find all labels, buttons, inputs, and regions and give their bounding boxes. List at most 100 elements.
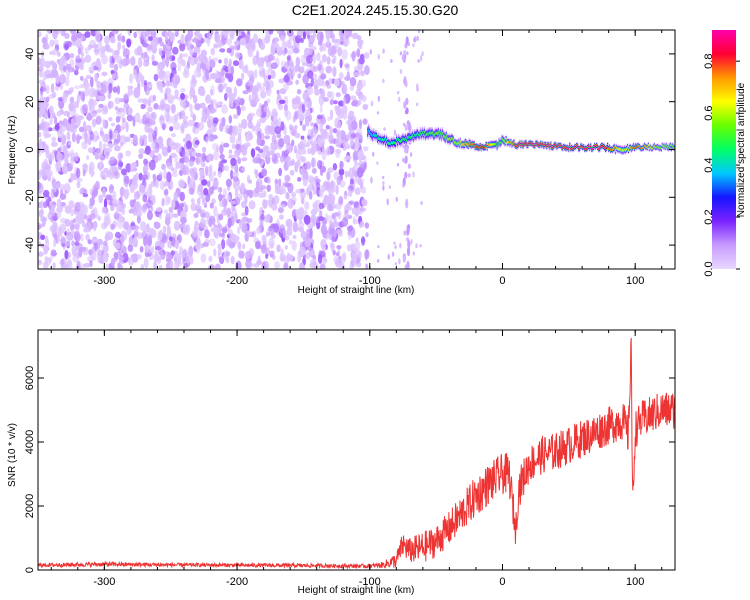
- noise-speckle: [304, 116, 310, 127]
- noise-speckle: [253, 33, 258, 44]
- signal-cell: [622, 149, 625, 152]
- noise-speckle: [350, 95, 357, 101]
- noise-speckle: [108, 117, 113, 122]
- noise-speckle: [114, 97, 121, 105]
- noise-speckle: [318, 94, 325, 106]
- noise-speckle: [173, 95, 179, 100]
- noise-speckle: [65, 240, 71, 247]
- noise-speckle: [208, 134, 215, 142]
- noise-speckle: [155, 207, 162, 213]
- signal-cell: [375, 133, 377, 137]
- signal-cell: [417, 133, 420, 137]
- signal-cell: [610, 148, 612, 151]
- noise-speckle: [260, 244, 267, 254]
- noise-speckle: [139, 134, 143, 146]
- noise-speckle: [300, 37, 304, 44]
- signal-cell: [658, 147, 660, 150]
- noise-speckle: [229, 45, 235, 50]
- signal-cell: [650, 147, 652, 150]
- signal-cell: [403, 138, 406, 142]
- noise-speckle: [322, 42, 327, 52]
- noise-speckle: [331, 32, 336, 43]
- noise-speckle: [136, 215, 141, 224]
- noise-speckle: [196, 208, 203, 214]
- noise-speckle: [156, 80, 163, 91]
- signal-cell: [627, 149, 630, 152]
- signal-cell: [506, 141, 508, 144]
- noise-speckle: [217, 101, 223, 106]
- colorbar-tick-label: 0.0: [703, 261, 715, 276]
- noise-speckle: [102, 187, 106, 198]
- noise-speckle: [157, 174, 163, 180]
- noise-speckle: [365, 263, 369, 269]
- noise-speckle: [173, 256, 178, 262]
- noise-speckle: [234, 40, 240, 46]
- noise-speckle: [136, 209, 142, 218]
- noise-speckle: [110, 205, 115, 211]
- noise-speckle: [64, 218, 71, 227]
- noise-speckle: [262, 82, 266, 88]
- noise-speckle: [267, 33, 271, 43]
- signal-cell: [413, 133, 416, 137]
- noise-speckle: [65, 63, 72, 71]
- noise-speckle: [148, 36, 153, 41]
- signal-cell: [558, 144, 560, 147]
- noise-speckle: [109, 62, 115, 69]
- noise-speckle: [283, 134, 290, 145]
- signal-cell: [543, 145, 545, 148]
- signal-cell: [523, 143, 525, 146]
- noise-speckle: [312, 53, 316, 64]
- noise-speckle: [332, 66, 337, 78]
- noise-speckle: [167, 180, 171, 190]
- signal-cell: [518, 143, 520, 146]
- signal-cell: [478, 146, 480, 149]
- noise-speckle: [228, 149, 233, 154]
- noise-speckle: [110, 122, 116, 127]
- noise-speckle: [256, 226, 262, 235]
- noise-speckle: [44, 44, 50, 49]
- noise-speckle: [212, 117, 219, 124]
- noise-speckle: [114, 242, 121, 250]
- noise-speckle: [42, 189, 50, 198]
- noise-speckle: [278, 99, 286, 104]
- noise-speckle: [200, 253, 207, 263]
- noise-speckle: [76, 181, 81, 189]
- noise-speckle: [303, 214, 311, 225]
- noise-speckle: [334, 78, 340, 87]
- sparse-speckle: [395, 196, 398, 202]
- noise-speckle: [169, 236, 173, 242]
- signal-cell: [424, 133, 426, 137]
- noise-speckle: [223, 205, 227, 213]
- noise-speckle: [292, 235, 297, 239]
- noise-speckle: [276, 45, 280, 53]
- signal-cell: [648, 147, 650, 150]
- noise-speckle: [296, 89, 302, 95]
- noise-speckle: [228, 58, 232, 67]
- noise-speckle: [229, 200, 236, 205]
- noise-speckle: [358, 99, 362, 106]
- noise-speckle: [279, 214, 284, 220]
- noise-speckle: [49, 225, 56, 232]
- noise-speckle: [204, 239, 211, 244]
- noise-speckle: [143, 158, 148, 166]
- noise-speckle: [180, 216, 187, 224]
- noise-speckle: [50, 189, 55, 199]
- noise-speckle: [286, 55, 291, 61]
- noise-speckle: [223, 57, 229, 66]
- signal-cell: [671, 145, 673, 147]
- noise-speckle: [276, 89, 280, 95]
- signal-cell: [374, 133, 376, 137]
- noise-speckle: [68, 178, 72, 183]
- noise-speckle: [295, 79, 299, 85]
- noise-speckle: [196, 238, 201, 248]
- signal-cell: [515, 145, 517, 148]
- noise-speckle: [295, 152, 303, 161]
- noise-speckle: [261, 261, 267, 269]
- noise-speckle: [166, 225, 171, 231]
- noise-speckle: [230, 157, 237, 167]
- signal-cell: [653, 145, 655, 147]
- snr-xtick-label: -200: [226, 576, 248, 588]
- noise-speckle: [329, 180, 336, 191]
- noise-speckle: [108, 82, 113, 94]
- noise-speckle: [295, 208, 301, 215]
